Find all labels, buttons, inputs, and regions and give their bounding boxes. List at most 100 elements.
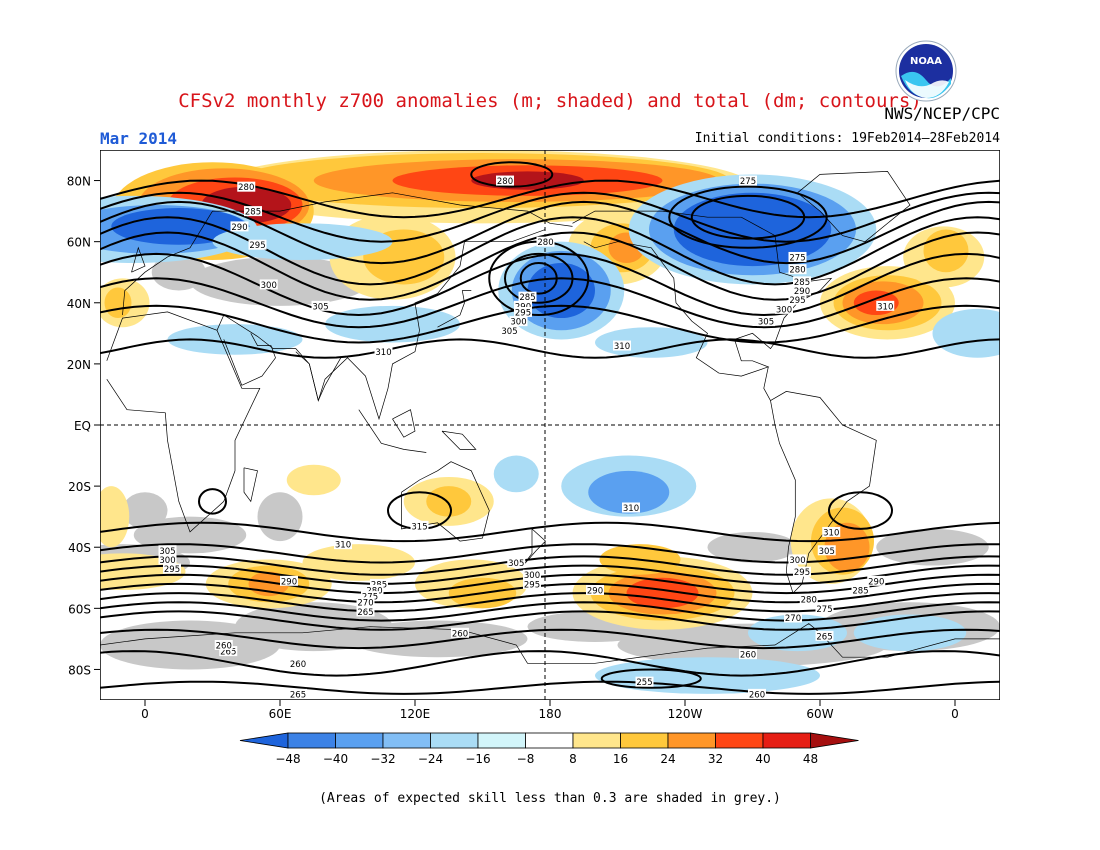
lat-label: 20S [68, 480, 91, 494]
svg-text:285: 285 [794, 278, 810, 288]
svg-text:295: 295 [249, 241, 265, 251]
lat-label: 40S [68, 541, 91, 555]
colorbar-label: −48 [275, 752, 300, 766]
contour-label: 315 [410, 520, 429, 532]
colorbar-label: 16 [613, 752, 628, 766]
contour-label: 285 [851, 585, 870, 597]
contour-label: 280 [536, 236, 555, 248]
svg-text:285: 285 [519, 293, 535, 303]
svg-text:315: 315 [411, 522, 427, 532]
contour-label: 260 [748, 688, 766, 700]
initial-conditions: Initial conditions: 19Feb2014—28Feb2014 [694, 131, 1000, 146]
svg-text:310: 310 [623, 504, 639, 514]
svg-text:280: 280 [789, 266, 805, 276]
lon-label: 120W [668, 707, 703, 721]
svg-text:280: 280 [801, 596, 817, 606]
svg-text:295: 295 [164, 565, 180, 575]
colorbar-label: −16 [465, 752, 490, 766]
svg-text:290: 290 [231, 223, 247, 233]
svg-text:310: 310 [823, 528, 839, 538]
lon-label: 0 [141, 707, 149, 721]
contour-label: 300 [788, 554, 807, 566]
contour-label: 260 [289, 658, 307, 670]
svg-text:265: 265 [290, 690, 306, 700]
colorbar-label: 24 [660, 752, 675, 766]
contour-label: 310 [622, 502, 640, 514]
contour-label: 300 [158, 554, 177, 566]
svg-text:260: 260 [740, 651, 756, 661]
colorbar-segment [667, 732, 716, 749]
svg-text:305: 305 [508, 559, 524, 569]
contour-label: 305 [817, 545, 836, 557]
colorbar-label: 32 [708, 752, 723, 766]
contour-label: 255 [635, 676, 654, 688]
svg-text:310: 310 [375, 348, 391, 358]
contour-label: 290 [280, 575, 298, 587]
colorbar-label: −40 [323, 752, 348, 766]
colorbar-label: −24 [418, 752, 443, 766]
colorbar-segment [762, 732, 811, 749]
lat-label: 60N [67, 236, 91, 250]
contour-label: 310 [876, 300, 895, 312]
contour-label: 270 [356, 597, 375, 609]
svg-text:300: 300 [159, 556, 175, 566]
contour-label: 305 [507, 557, 526, 569]
svg-text:295: 295 [794, 568, 810, 578]
svg-text:295: 295 [789, 296, 805, 306]
contour-label: 300 [509, 316, 528, 328]
svg-text:300: 300 [261, 281, 277, 291]
svg-text:300: 300 [524, 571, 540, 581]
skill-footnote: (Areas of expected skill less than 0.3 a… [319, 791, 781, 806]
contour-label: 295 [793, 566, 811, 578]
svg-text:305: 305 [159, 547, 175, 557]
colorbar-segment [620, 732, 669, 749]
contour-label: 300 [775, 303, 793, 315]
contour-label: 295 [523, 578, 541, 590]
contour-label: 285 [793, 276, 811, 288]
svg-text:310: 310 [335, 541, 351, 551]
svg-text:275: 275 [789, 253, 805, 263]
svg-text:260: 260 [290, 660, 306, 670]
contour-label: 275 [815, 603, 834, 615]
svg-text:275: 275 [816, 605, 832, 615]
contour-label: 280 [799, 594, 818, 606]
svg-text:265: 265 [220, 648, 236, 658]
colorbar-segment [382, 732, 431, 749]
lon-label: 0 [951, 707, 959, 721]
svg-text:290: 290 [794, 287, 810, 297]
svg-text:270: 270 [785, 614, 801, 624]
contour-label: 310 [613, 340, 631, 352]
contour-label: 275 [739, 175, 757, 187]
contour-label: 310 [822, 526, 841, 538]
svg-text:290: 290 [868, 577, 884, 587]
contour-label: 265 [815, 630, 834, 642]
svg-text:310: 310 [614, 342, 630, 352]
svg-text:305: 305 [819, 547, 835, 557]
svg-text:300: 300 [510, 318, 526, 328]
contour-label: 305 [757, 316, 775, 328]
lon-label: 60E [269, 707, 292, 721]
contour-label: 305 [500, 325, 519, 337]
contour-label: 295 [514, 306, 532, 318]
contour-label: 290 [586, 585, 604, 597]
contour-label: 260 [739, 649, 757, 661]
svg-text:285: 285 [245, 208, 261, 218]
colorbar-segment [287, 732, 336, 749]
svg-text:270: 270 [357, 599, 373, 609]
svg-text:300: 300 [776, 305, 792, 315]
contour-labels: 2802752802852902953003053103102802852902… [158, 175, 895, 700]
svg-text:295: 295 [524, 580, 540, 590]
contour-label: 275 [788, 251, 807, 263]
svg-text:310: 310 [877, 302, 893, 312]
logo-text: NOAA [910, 56, 942, 67]
lat-label: 40N [67, 297, 91, 311]
svg-text:290: 290 [587, 587, 603, 597]
contour-label: 280 [237, 181, 256, 193]
contour-label: 280 [496, 175, 514, 187]
colorbar-segment [715, 732, 764, 749]
contour-label: 285 [244, 206, 262, 218]
colorbar-segment [525, 732, 574, 749]
anomaly-map: 2802752802852902953003053103102802852902… [100, 150, 1000, 700]
colorbar-label: 40 [755, 752, 770, 766]
svg-text:275: 275 [740, 177, 756, 187]
